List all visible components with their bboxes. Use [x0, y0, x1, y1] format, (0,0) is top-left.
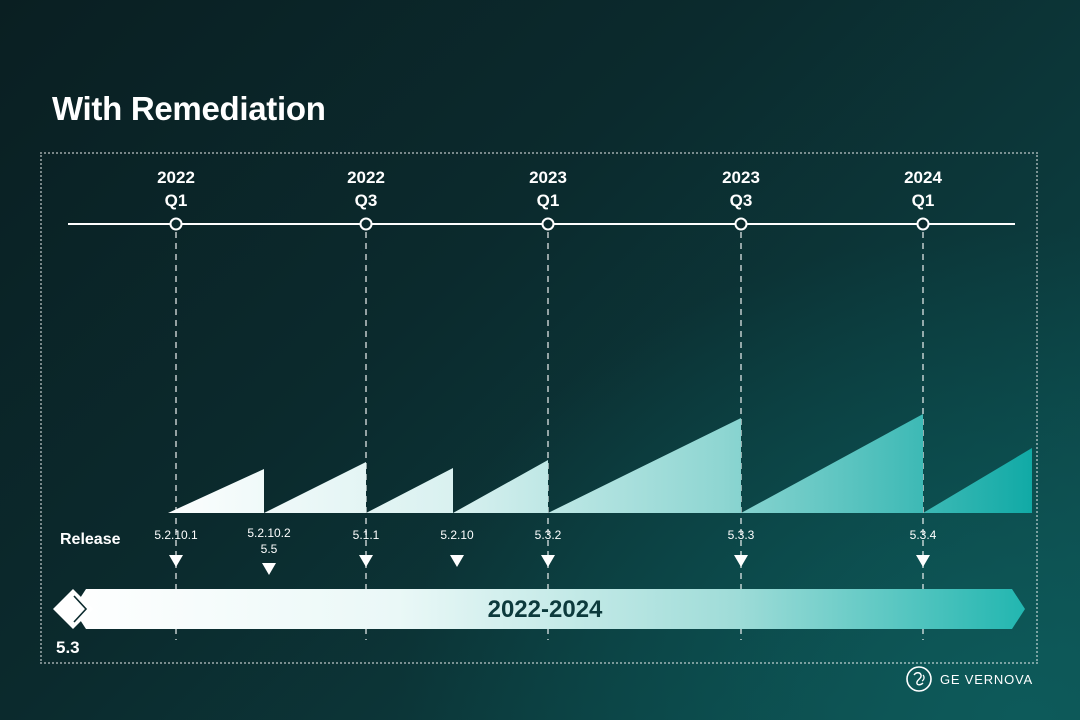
start-version-label: 5.3: [56, 638, 80, 657]
release-marker: 5.3.4: [910, 528, 937, 567]
period-node: [359, 217, 373, 231]
ge-monogram-icon: [906, 666, 932, 692]
period-quarter: Q1: [912, 191, 935, 210]
brand-logo: GE VERNOVA: [906, 666, 1033, 692]
release-version: 5.5: [261, 542, 278, 556]
period-node: [916, 217, 930, 231]
release-triangle-icon: [541, 555, 555, 567]
release-version: 5.3.4: [910, 528, 937, 542]
period-quarter: Q1: [537, 191, 560, 210]
start-chevron-icon: [73, 595, 88, 623]
release-version: 5.2.10: [440, 528, 474, 542]
release-marker: 5.2.10.2 5.5: [247, 526, 291, 575]
start-version-marker: [53, 589, 93, 629]
release-triangle-icon: [359, 555, 373, 567]
remediation-sawtooth-area: [140, 414, 1032, 513]
release-marker: 5.1.1: [353, 528, 380, 567]
release-version: 5.2.10.2: [247, 526, 291, 540]
period-marker: 2022 Q3: [347, 168, 385, 231]
release-marker: 5.3.2: [535, 528, 562, 567]
timeline-band: [73, 589, 1025, 629]
period-marker: 2024 Q1: [904, 168, 942, 231]
release-version: 5.2.10.1: [154, 528, 198, 542]
release-row-label: Release: [60, 531, 121, 548]
period-node: [541, 217, 555, 231]
start-diamond-icon: [53, 589, 93, 629]
release-version: 5.3.2: [535, 528, 562, 542]
band-label: 2022-2024: [488, 596, 603, 623]
release-triangle-icon: [450, 555, 464, 567]
period-quarter: Q3: [730, 191, 753, 210]
period-guides: [175, 232, 924, 640]
period-marker: 2023 Q1: [529, 168, 567, 231]
release-marker: 5.3.3: [728, 528, 755, 567]
release-triangle-icon: [734, 555, 748, 567]
period-year: 2023: [529, 168, 567, 187]
diagram-frame: [40, 152, 1038, 664]
period-node: [169, 217, 183, 231]
period-year: 2024: [904, 168, 942, 187]
period-marker: 2022 Q1: [157, 168, 195, 231]
period-year: 2022: [347, 168, 385, 187]
release-marker: 5.2.10.1: [154, 528, 198, 567]
release-marker: 5.2.10: [440, 528, 474, 567]
period-node: [734, 217, 748, 231]
brand-name: GE VERNOVA: [940, 671, 1034, 687]
period-quarter: Q1: [165, 191, 188, 210]
release-triangle-icon: [169, 555, 183, 567]
release-triangle-icon: [262, 563, 276, 575]
period-quarter: Q3: [355, 191, 378, 210]
release-version: 5.1.1: [353, 528, 380, 542]
release-version: 5.3.3: [728, 528, 755, 542]
period-year: 2022: [157, 168, 195, 187]
release-triangle-icon: [916, 555, 930, 567]
period-marker: 2023 Q3: [722, 168, 760, 231]
period-year: 2023: [722, 168, 760, 187]
page-title: With Remediation: [52, 90, 326, 127]
